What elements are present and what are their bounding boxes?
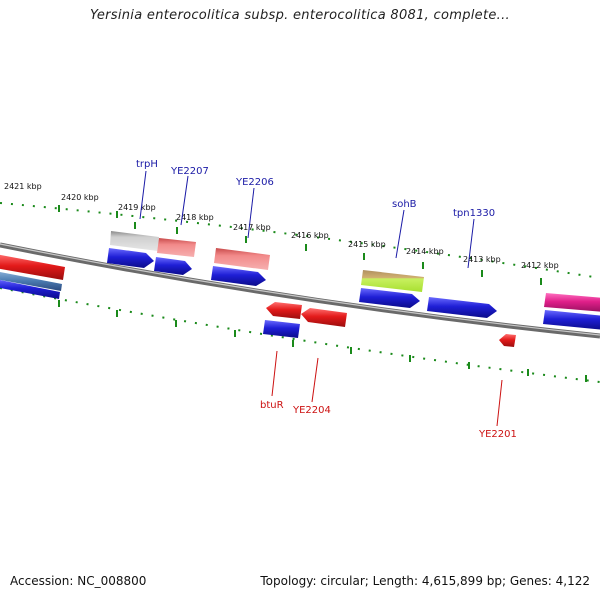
reverse-cds-feature[interactable] [301,308,347,327]
forward-cds-feature[interactable] [107,248,154,268]
scale-label-2412: 2412 kbp [521,261,559,270]
rna-feature[interactable] [157,238,196,257]
gene-label-sohB[interactable]: sohB [392,199,417,210]
gene-label-YE2207[interactable]: YE2207 [170,166,209,177]
scale-label-2414: 2414 kbp [406,247,444,256]
gene-feature[interactable] [0,254,65,280]
accession-text: Accession: NC_008800 [10,574,147,588]
forward-cds-feature[interactable] [543,310,600,330]
gene-feature[interactable] [0,271,62,291]
scale-label-2416: 2416 kbp [291,231,329,240]
forward-cds-feature[interactable] [359,288,420,308]
forward-cds-feature[interactable] [211,266,266,286]
scale-label-2421: 2421 kbp [4,182,42,191]
scale-label-2413: 2413 kbp [463,255,501,264]
scale-label-2415: 2415 kbp [348,240,386,249]
reverse-cds-feature[interactable] [266,302,302,319]
lower-label-leaders [271,350,503,427]
other-feature[interactable] [544,293,600,312]
scale-label-2419: 2419 kbp [118,203,156,212]
genome-backbone-highlight [0,243,600,336]
lower-tick-ring [0,287,600,383]
rna-feature[interactable] [214,248,270,270]
forward-cds-feature[interactable] [154,257,192,275]
forward-cds-feature[interactable] [263,320,300,338]
gene-label-btuR[interactable]: btuR [260,400,284,411]
scale-label-2418: 2418 kbp [176,213,214,222]
upper-tick-ring [0,202,600,285]
pseudogene-feature[interactable] [110,231,159,251]
upper-label-leaders [139,170,475,269]
gene-feature[interactable] [0,279,60,299]
genome-backbone [0,242,600,339]
reverse-cds-feature[interactable] [499,334,516,347]
mobile-element-feature[interactable] [361,270,424,292]
gene-label-trpH[interactable]: trpH [136,159,158,170]
gene-label-tpn1330[interactable]: tpn1330 [453,208,495,219]
scale-label-2417: 2417 kbp [233,223,271,232]
gene-label-YE2201[interactable]: YE2201 [478,429,517,440]
scale-label-2420: 2420 kbp [61,193,99,202]
map-title: Yersinia enterocolitica subsp. enterocol… [90,8,510,23]
genome-summary-text: Topology: circular; Length: 4,615,899 bp… [260,574,590,588]
gene-label-YE2204[interactable]: YE2204 [292,405,331,416]
forward-cds-feature[interactable] [427,297,497,318]
gene-label-YE2206[interactable]: YE2206 [235,177,274,188]
